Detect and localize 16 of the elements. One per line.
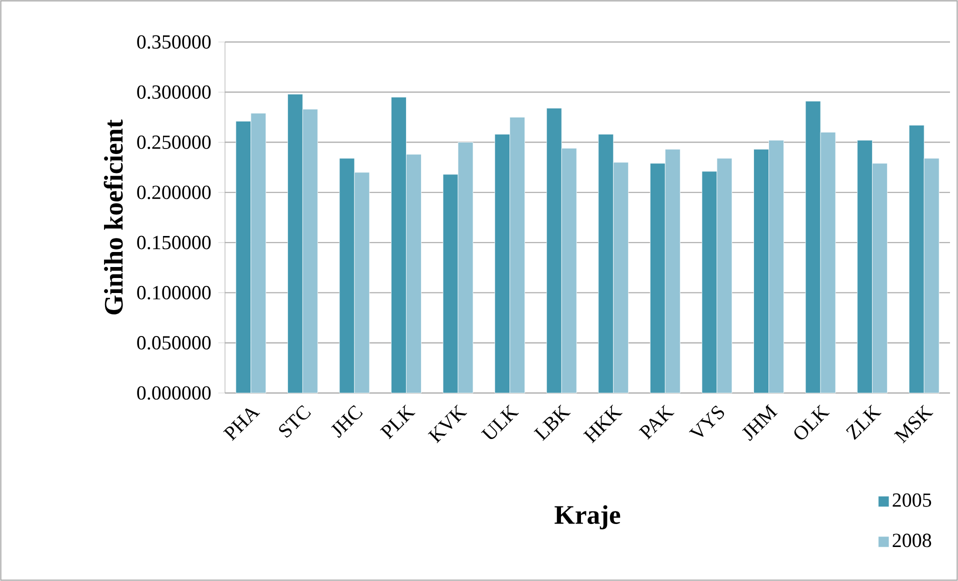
y-tick-label: 0.200000 [137, 186, 211, 200]
y-tick-label: 0.250000 [137, 135, 211, 150]
legend-label: 2008 [892, 534, 932, 548]
y-tick-label: 0.050000 [137, 336, 211, 350]
y-tick-label: 0.350000 [137, 35, 211, 49]
y-tick-label: 0.300000 [137, 85, 211, 99]
x-axis-title: Kraje [554, 505, 620, 530]
x-tick-label: VYS [688, 405, 724, 437]
y-axis-title: Giniho koeficient [104, 119, 123, 314]
x-tick-label: STC [279, 405, 311, 438]
y-tick-label: 0.150000 [137, 236, 211, 250]
legend-label: 2005 [892, 493, 932, 507]
y-tick-label: 0.000000 [137, 386, 211, 400]
x-tick-label: PHA [223, 408, 260, 441]
y-tick-label: 0.100000 [137, 286, 211, 300]
x-tick-label: JHC [331, 405, 363, 438]
